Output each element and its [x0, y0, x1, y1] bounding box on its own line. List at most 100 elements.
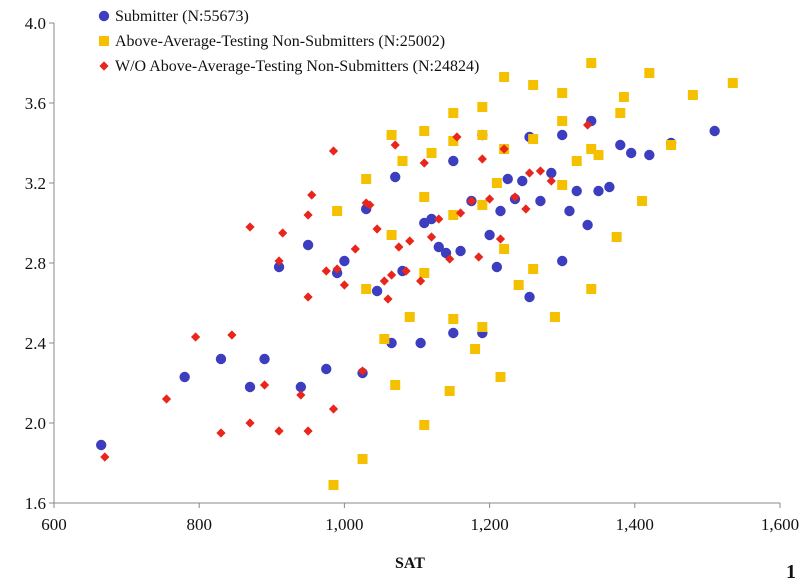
legend-marker [99, 61, 109, 71]
legend: Submitter (N:55673) Above-Average-Testing… [98, 8, 479, 75]
wo-above-average-non-submitter-point [350, 244, 360, 254]
wo-above-average-non-submitter-point [477, 154, 487, 164]
above-average-non-submitter-point [593, 150, 604, 160]
above-average-non-submitter-point [419, 192, 430, 202]
wo-above-average-non-submitter-point [303, 210, 313, 220]
above-average-non-submitter-point [666, 140, 677, 150]
wo-above-average-non-submitter-point [524, 168, 535, 178]
above-average-non-submitter-point [328, 480, 339, 490]
above-average-non-submitter-point [491, 178, 502, 188]
submitter-point [615, 139, 626, 151]
wo-above-average-non-submitter-point [499, 144, 509, 154]
wo-above-average-non-submitter-point [296, 390, 306, 400]
submitter-point [244, 381, 256, 393]
submitter-point [484, 229, 495, 241]
x-tick-label: 1,200 [470, 515, 508, 534]
above-average-non-submitter-point [419, 268, 430, 278]
above-average-non-submitter-point [477, 322, 488, 332]
wo-above-average-non-submitter-point [227, 330, 237, 340]
x-tick-label: 800 [186, 515, 212, 534]
wo-above-average-non-submitter-point [328, 404, 339, 414]
above-average-non-submitter-point [557, 116, 568, 126]
wo-above-average-non-submitter-point [445, 254, 455, 264]
submitter-point [179, 371, 190, 383]
x-axis-title: SAT [395, 555, 425, 572]
wo-above-average-non-submitter-point [434, 214, 444, 224]
above-average-non-submitter-point [379, 334, 390, 344]
wo-above-average-non-submitter-point [274, 426, 284, 436]
above-average-non-submitter-point [361, 284, 372, 294]
wo-above-average-non-submitter-point [245, 418, 255, 428]
wo-above-average-non-submitter-point [357, 366, 368, 376]
y-tick-label: 2.0 [25, 414, 46, 433]
wo-above-average-non-submitter-point [274, 256, 284, 266]
above-average-non-submitter-point [404, 312, 415, 322]
above-average-non-submitter-point [386, 230, 397, 240]
above-average-non-submitter-point [557, 88, 568, 98]
above-average-non-submitter-point [637, 196, 648, 206]
wo-above-average-non-submitter-point [455, 208, 466, 218]
submitter-point [524, 291, 535, 303]
x-tick-label: 1,000 [325, 515, 363, 534]
wo-above-average-non-submitter-point [426, 232, 437, 242]
wo-above-average-non-submitter-point [394, 242, 404, 252]
wo-above-average-non-submitter-point [416, 276, 426, 286]
wo-above-average-non-submitter-point [332, 264, 342, 274]
submitter-point [371, 285, 383, 297]
above-average-non-submitter-point [426, 148, 437, 158]
x-tick-labels: 600 800 1,000 1,200 1,400 1,600 [41, 515, 799, 534]
wo-above-average-non-submitter-point [303, 292, 313, 302]
wo-above-average-non-submitter-point [307, 190, 317, 200]
above-average-non-submitter-point [448, 136, 459, 146]
above-average-non-submitter-point [586, 284, 597, 294]
wo-above-average-non-submitter-point [466, 196, 477, 206]
submitter-point [215, 353, 227, 365]
submitter-point [455, 245, 466, 257]
y-tick-label: 1.6 [25, 494, 46, 513]
wo-above-average-non-submitter-point [259, 380, 270, 390]
submitter-point [593, 185, 604, 197]
y-tick-label: 3.2 [25, 174, 46, 193]
legend-submitter: Submitter (N:55673) [115, 8, 249, 25]
above-average-non-submitter-point [419, 126, 430, 136]
above-average-non-submitter-point [528, 134, 539, 144]
above-average-non-submitter-point [615, 108, 626, 118]
wo-above-average-non-submitter-point [303, 426, 313, 436]
above-average-non-submitter-point [448, 210, 459, 220]
submitter-point [273, 261, 285, 273]
above-average-non-submitter-point [513, 280, 524, 290]
wo-above-average-non-submitter-point [339, 280, 349, 290]
submitter-point [295, 381, 307, 393]
above-average-non-submitter-point [397, 156, 408, 166]
submitter-point [709, 125, 720, 137]
wo-above-average-non-submitter-point [278, 228, 288, 238]
submitter-point [502, 173, 513, 185]
above-average-non-submitter-point [611, 232, 622, 242]
wo-above-average-non-submitter-point [401, 266, 411, 276]
y-tick-label: 3.6 [25, 94, 46, 113]
submitter-point [546, 167, 557, 179]
submitter-point [339, 255, 350, 267]
above-average-non-submitter-point [499, 244, 510, 254]
submitter-point [564, 205, 575, 217]
submitter-point [302, 239, 314, 251]
submitter-point [448, 155, 459, 167]
submitter-point [644, 149, 655, 161]
above-average-non-submitter-point [444, 386, 455, 396]
wo-above-average-non-submitter-point [583, 120, 593, 130]
axes [49, 22, 781, 508]
above-average-non-submitter-point [448, 314, 459, 324]
y-tick-labels: 1.6 2.0 2.4 2.8 3.2 3.6 4.0 [25, 14, 47, 513]
wo-above-average-non-submitter-point [386, 270, 397, 280]
wo-above-average-non-submitter-point [546, 176, 556, 186]
submitter-point [390, 171, 401, 183]
submitter-point [433, 241, 444, 253]
legend-marker [99, 36, 109, 46]
wo-above-average-non-submitter-point [216, 428, 226, 438]
above-average-non-submitter-point [618, 92, 629, 102]
wo-above-average-non-submitter-point [521, 204, 531, 214]
wo-above-average-non-submitter-point [245, 222, 255, 232]
above-average-non-submitter-point [390, 380, 401, 390]
submitter-point [426, 213, 437, 225]
